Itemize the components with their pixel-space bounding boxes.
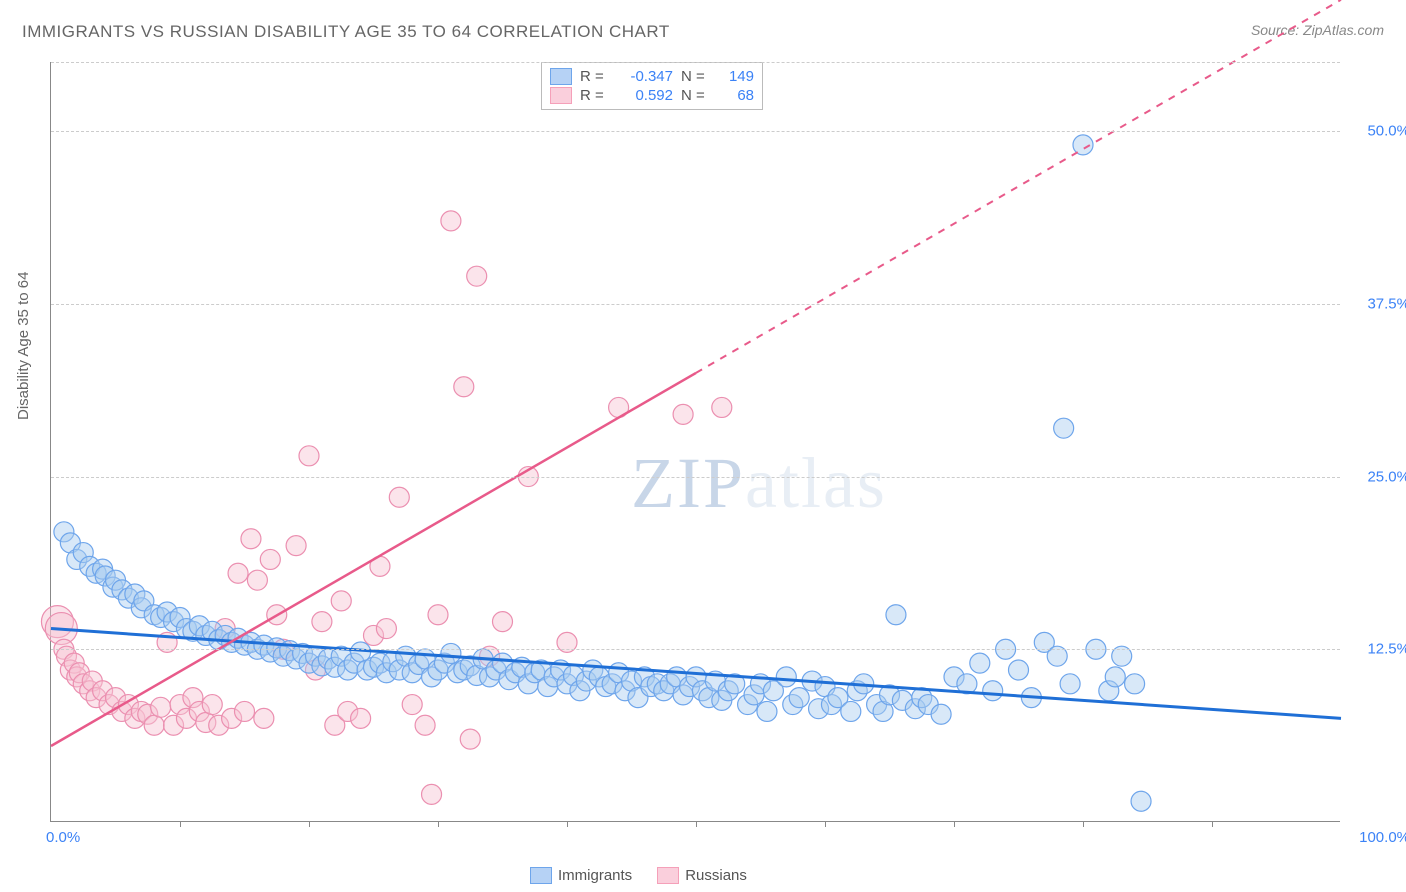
legend-label-immigrants: Immigrants	[558, 867, 632, 884]
scatter-point-russians	[228, 563, 248, 583]
chart-title: IMMIGRANTS VS RUSSIAN DISABILITY AGE 35 …	[22, 22, 670, 42]
scatter-point-immigrants	[757, 701, 777, 721]
scatter-point-russians	[235, 701, 255, 721]
scatter-point-russians	[260, 549, 280, 569]
y-tick-label: 12.5%	[1350, 641, 1406, 658]
y-axis-label: Disability Age 35 to 64	[15, 272, 32, 420]
scatter-point-russians	[351, 708, 371, 728]
scatter-point-immigrants	[931, 704, 951, 724]
scatter-point-russians	[202, 695, 222, 715]
scatter-point-immigrants	[789, 688, 809, 708]
x-tick-100: 100.0%	[1359, 829, 1406, 846]
n-label-2: N =	[681, 87, 711, 104]
scatter-point-russians	[376, 619, 396, 639]
scatter-point-russians	[441, 211, 461, 231]
scatter-point-russians	[422, 784, 442, 804]
stats-row-immigrants: R = -0.347 N = 149	[550, 67, 754, 86]
source-text: Source: ZipAtlas.com	[1251, 22, 1384, 38]
plot-svg	[51, 62, 1340, 821]
scatter-point-immigrants	[776, 667, 796, 687]
scatter-point-russians	[673, 404, 693, 424]
scatter-point-russians	[144, 715, 164, 735]
x-tick	[567, 821, 568, 827]
scatter-point-russians	[467, 266, 487, 286]
scatter-point-russians	[493, 612, 513, 632]
scatter-point-russians	[454, 377, 474, 397]
scatter-point-immigrants	[1125, 674, 1145, 694]
scatter-point-russians	[415, 715, 435, 735]
plot-area: ZIPatlas R = -0.347 N = 149 R = 0.592 N …	[50, 62, 1340, 822]
r-value-immigrants: -0.347	[618, 68, 673, 85]
x-tick	[180, 821, 181, 827]
scatter-point-immigrants	[1009, 660, 1029, 680]
scatter-point-immigrants	[1131, 791, 1151, 811]
x-tick	[1083, 821, 1084, 827]
legend-swatch-pink-icon	[657, 867, 679, 884]
gridline	[51, 131, 1340, 132]
stats-box: R = -0.347 N = 149 R = 0.592 N = 68	[541, 62, 763, 110]
scatter-point-immigrants	[886, 605, 906, 625]
scatter-point-russians	[402, 695, 422, 715]
scatter-point-immigrants	[841, 701, 861, 721]
scatter-point-immigrants	[1060, 674, 1080, 694]
scatter-point-russians	[331, 591, 351, 611]
legend-immigrants: Immigrants	[530, 867, 632, 884]
scatter-point-russians	[254, 708, 274, 728]
x-tick-0: 0.0%	[46, 829, 80, 846]
x-tick	[438, 821, 439, 827]
scatter-point-immigrants	[1105, 667, 1125, 687]
scatter-point-immigrants	[970, 653, 990, 673]
gridline	[51, 304, 1340, 305]
scatter-point-immigrants	[441, 643, 461, 663]
legend-swatch-blue-icon	[530, 867, 552, 884]
scatter-point-russians	[299, 446, 319, 466]
scatter-point-russians	[312, 612, 332, 632]
scatter-point-immigrants	[1054, 418, 1074, 438]
legend-russians: Russians	[657, 867, 747, 884]
n-label: N =	[681, 68, 711, 85]
legend-label-russians: Russians	[685, 867, 747, 884]
gridline-top	[51, 62, 1340, 63]
scatter-point-russians	[286, 536, 306, 556]
y-tick-label: 25.0%	[1350, 468, 1406, 485]
bottom-legend: Immigrants Russians	[530, 867, 747, 884]
scatter-point-russians	[151, 697, 171, 717]
scatter-point-immigrants	[983, 681, 1003, 701]
swatch-pink-icon	[550, 87, 572, 104]
x-tick	[1212, 821, 1213, 827]
trendline-russians-dashed	[696, 0, 1341, 373]
gridline	[51, 477, 1340, 478]
y-tick-label: 50.0%	[1350, 123, 1406, 140]
r-label: R =	[580, 68, 610, 85]
x-tick	[696, 821, 697, 827]
r-value-russians: 0.592	[618, 87, 673, 104]
swatch-blue-icon	[550, 68, 572, 85]
scatter-point-immigrants	[1073, 135, 1093, 155]
x-tick	[954, 821, 955, 827]
scatter-point-russians	[241, 529, 261, 549]
stats-row-russians: R = 0.592 N = 68	[550, 86, 754, 105]
n-value-immigrants: 149	[719, 68, 754, 85]
scatter-point-russians	[428, 605, 448, 625]
y-tick-label: 37.5%	[1350, 295, 1406, 312]
scatter-point-russians	[389, 487, 409, 507]
x-tick	[825, 821, 826, 827]
n-value-russians: 68	[719, 87, 754, 104]
r-label-2: R =	[580, 87, 610, 104]
x-tick	[309, 821, 310, 827]
scatter-point-russians	[712, 397, 732, 417]
scatter-point-russians	[247, 570, 267, 590]
scatter-point-russians	[460, 729, 480, 749]
gridline	[51, 649, 1340, 650]
